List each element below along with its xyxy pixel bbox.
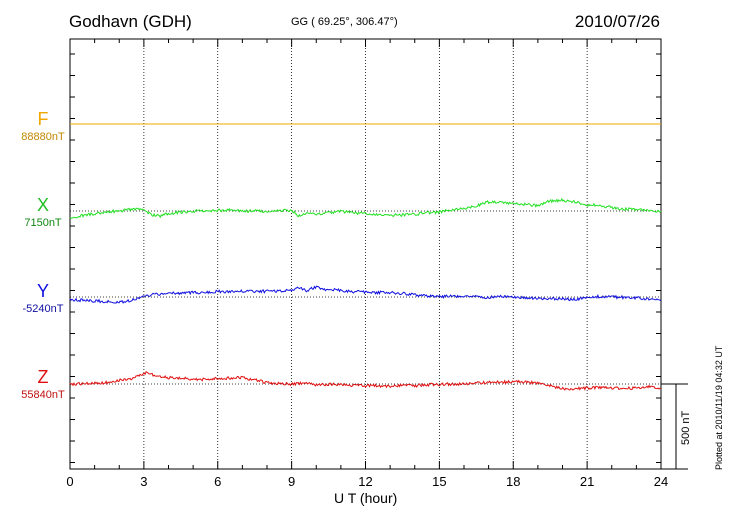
date-label: 2010/07/26 (574, 12, 660, 31)
x-component-label: X 7150nT (8, 195, 78, 229)
x-tick-label: 21 (580, 474, 594, 489)
y-letter: Y (36, 281, 49, 301)
series-line-x (69, 197, 662, 219)
x-tick-label: 24 (654, 474, 668, 489)
station-coordinates: GG ( 69.25°, 306.47°) (291, 16, 398, 28)
z-letter: Z (37, 367, 49, 387)
z-component-label: Z 55840nT (8, 367, 78, 401)
x-tick-label: 6 (214, 474, 221, 489)
y-baseline: -5240nT (22, 303, 64, 315)
f-letter: F (37, 109, 49, 129)
series-line-y (69, 285, 662, 304)
z-baseline: 55840nT (21, 389, 65, 401)
plotted-timestamp: Plotted at 2010/11/19 04:32 UT (714, 345, 724, 470)
f-component-label: F 88880nT (8, 109, 78, 143)
x-tick-label: 3 (140, 474, 147, 489)
x-tick-label: 18 (506, 474, 520, 489)
x-tick-label: 9 (288, 474, 295, 489)
x-letter: X (36, 195, 49, 215)
series-line-z (69, 370, 662, 391)
x-baseline: 7150nT (24, 217, 62, 229)
scale-bar-label: 500 nT (680, 410, 692, 445)
x-tick-label: 15 (432, 474, 446, 489)
x-tick-label: 12 (358, 474, 372, 489)
x-axis-label: U T (hour) (334, 490, 398, 506)
plot-frame (69, 38, 662, 470)
x-tick-label: 0 (66, 474, 73, 489)
y-component-label: Y -5240nT (8, 281, 78, 315)
f-baseline: 88880nT (21, 131, 65, 143)
station-title: Godhavn (GDH) (69, 12, 192, 31)
